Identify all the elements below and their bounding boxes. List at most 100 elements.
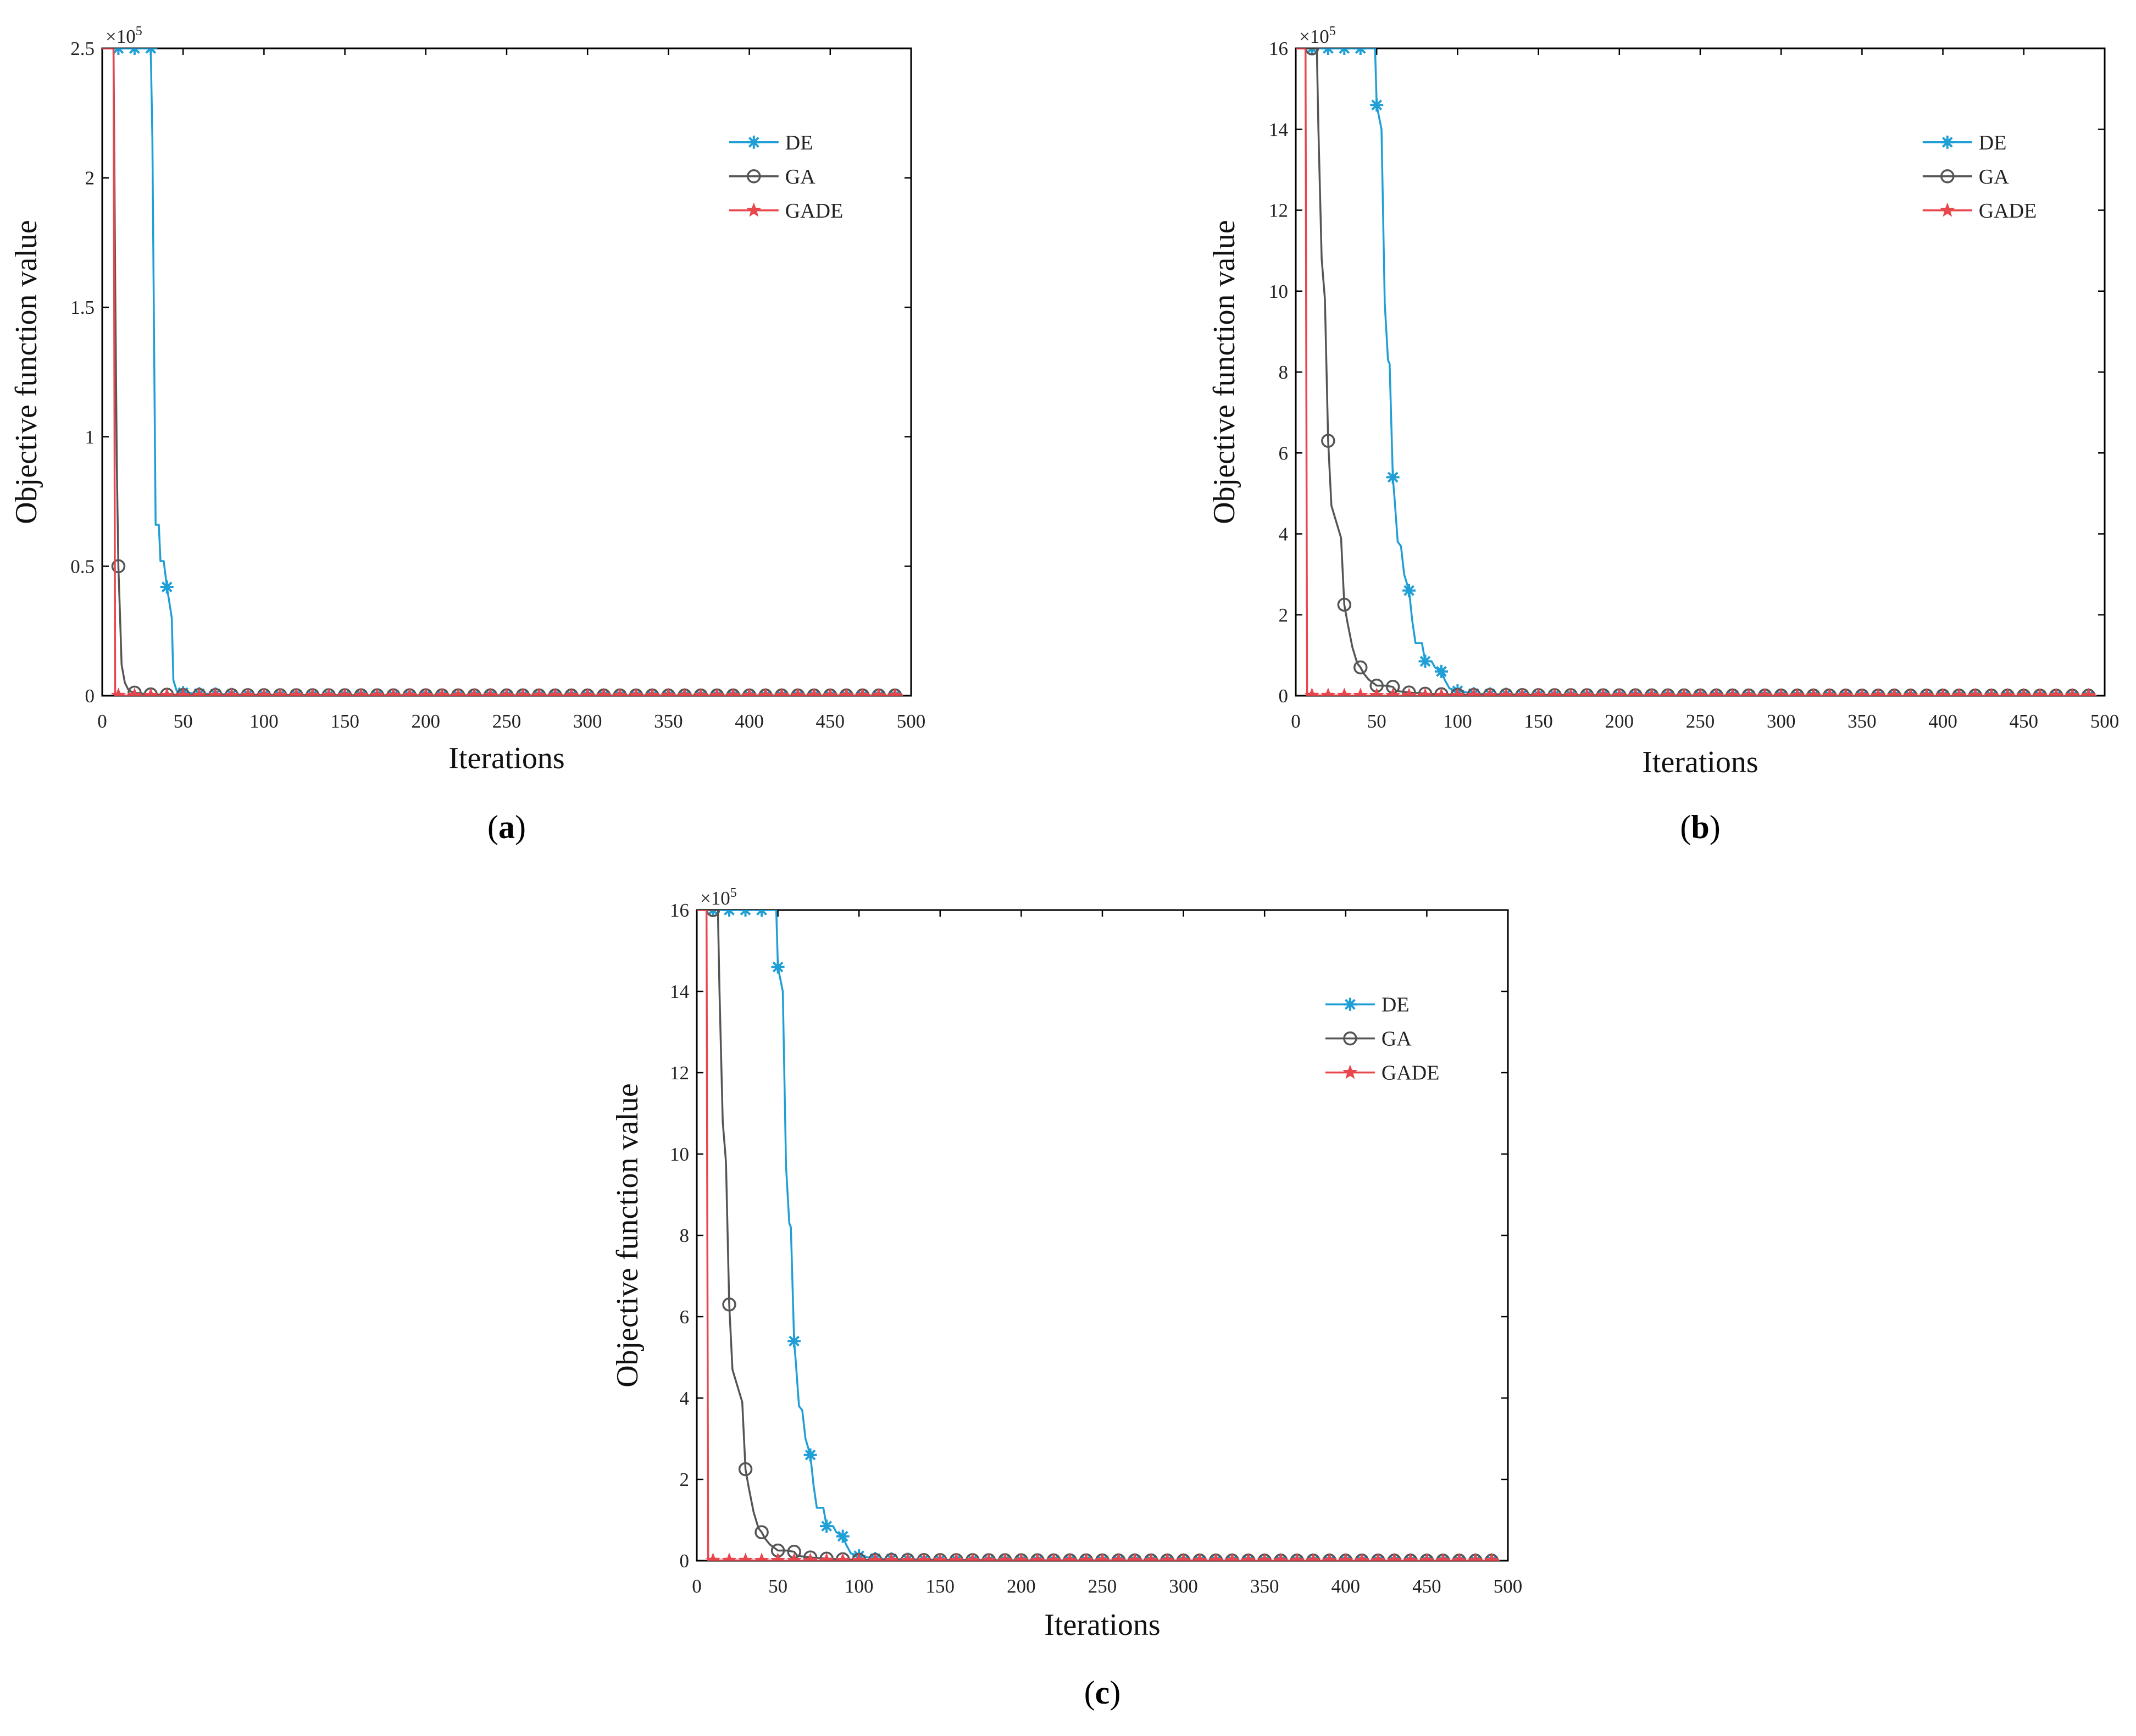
data-point-gade — [1499, 687, 1514, 696]
data-point-gade — [1322, 1552, 1337, 1561]
data-point-gade — [981, 1552, 997, 1561]
data-point-gade — [1062, 1552, 1078, 1561]
data-point-gade — [774, 687, 790, 696]
data-point-gade — [191, 687, 207, 696]
data-point-gade — [110, 687, 126, 696]
y-tick-label: 2 — [1279, 604, 1289, 626]
legend-label: GADE — [1382, 1062, 1440, 1085]
y-tick-label: 8 — [680, 1225, 690, 1246]
y-tick-label: 1.5 — [70, 297, 95, 318]
data-point-ga — [1305, 48, 1319, 56]
x-tick-label: 400 — [1331, 1576, 1361, 1597]
data-point-gade — [851, 1552, 867, 1561]
panel-label-close: ) — [1109, 1674, 1120, 1711]
data-point-gade — [1354, 1552, 1370, 1561]
data-point-gade — [1353, 687, 1368, 696]
data-point-gade — [1111, 1552, 1127, 1561]
data-point-gade — [758, 687, 773, 696]
panel-label: (c) — [1084, 1674, 1121, 1711]
data-point-gade — [1240, 1552, 1256, 1561]
data-point-ga — [1353, 660, 1368, 675]
legend-marker-gade — [1940, 202, 1955, 217]
data-point-gade — [770, 1552, 786, 1561]
data-point-gade — [1660, 687, 1675, 696]
y-multiplier-exponent: 5 — [136, 24, 142, 38]
legend-item-gade: GADE — [1922, 199, 2037, 223]
y-tick-label: 2 — [85, 168, 95, 189]
data-point-gade — [208, 687, 223, 696]
data-point-gade — [1273, 1552, 1289, 1561]
data-point-gade — [2065, 687, 2080, 696]
y-multiplier-exponent: 5 — [730, 886, 737, 900]
data-point-gade — [871, 687, 886, 696]
data-point-gade — [677, 687, 692, 696]
data-point-gade — [369, 687, 385, 696]
data-point-gade — [1386, 1552, 1402, 1561]
data-point-gade — [693, 687, 708, 696]
data-point-gade — [1822, 687, 1838, 696]
legend-marker-ga — [1343, 1031, 1357, 1046]
data-point-gade — [1693, 687, 1708, 696]
data-point-gade — [1806, 687, 1821, 696]
data-point-gade — [159, 687, 175, 696]
legend-item-ga: GA — [1325, 1028, 1412, 1051]
x-axis-label: Iterations — [1642, 745, 1758, 779]
legend-item-ga: GA — [1922, 165, 2009, 188]
x-axis-label: Iterations — [1044, 1608, 1160, 1642]
x-tick-label: 50 — [174, 711, 193, 732]
data-point-de — [1434, 664, 1448, 678]
data-point-gade — [1306, 1552, 1321, 1561]
legend: DE GA GADE — [1325, 994, 1440, 1085]
panel-label-letter: c — [1095, 1674, 1110, 1711]
data-point-gade — [1143, 1552, 1159, 1561]
data-point-ga — [722, 1297, 736, 1312]
data-point-gade — [2080, 687, 2096, 696]
data-point-gade — [531, 687, 547, 696]
x-tick-label: 250 — [1088, 1576, 1117, 1597]
x-tick-label: 450 — [1412, 1576, 1441, 1597]
data-point-gade — [645, 687, 660, 696]
data-point-gade — [1919, 687, 1934, 696]
data-point-gade — [386, 687, 401, 696]
data-point-gade — [823, 687, 838, 696]
data-point-gade — [1451, 1552, 1467, 1561]
x-tick-label: 150 — [1524, 711, 1553, 732]
data-point-ga — [1402, 685, 1416, 696]
data-point-gade — [1450, 687, 1466, 696]
data-point-de — [1370, 98, 1384, 112]
legend-label: GADE — [785, 199, 844, 223]
legend-label: DE — [1382, 994, 1410, 1017]
series-layer — [697, 910, 1500, 1561]
data-point-gade — [515, 687, 531, 696]
y-tick-label: 6 — [1279, 442, 1289, 464]
data-point-gade — [1887, 687, 1902, 696]
data-point-gade — [1338, 1552, 1353, 1561]
data-point-gade — [835, 1552, 851, 1561]
data-point-gade — [661, 687, 676, 696]
x-tick-label: 0 — [692, 1576, 702, 1597]
y-tick-label: 16 — [1269, 38, 1288, 59]
data-point-de — [803, 1448, 817, 1462]
data-point-gade — [1369, 687, 1384, 696]
data-point-gade — [839, 687, 854, 696]
data-point-gade — [722, 1552, 737, 1561]
legend-marker-ga — [1940, 169, 1955, 184]
data-point-gade — [1708, 687, 1724, 696]
y-tick-label: 14 — [670, 981, 689, 1002]
data-point-gade — [1403, 1552, 1418, 1561]
data-point-gade — [1644, 687, 1660, 696]
y-multiplier: ×105 — [700, 886, 737, 909]
data-point-gade — [353, 687, 369, 696]
x-tick-label: 300 — [1169, 1576, 1198, 1597]
data-point-gade — [705, 1552, 721, 1561]
series-layer — [1296, 48, 2097, 696]
legend-marker-de — [1343, 997, 1357, 1011]
data-point-gade — [1789, 687, 1805, 696]
data-point-gade — [273, 687, 288, 696]
panel-label-open: ( — [1680, 809, 1691, 845]
data-point-gade — [467, 687, 482, 696]
legend: DE GA GADE — [729, 131, 844, 223]
y-multiplier-base: ×10 — [1299, 26, 1329, 47]
data-point-de — [771, 960, 785, 974]
data-point-gade — [1757, 687, 1773, 696]
